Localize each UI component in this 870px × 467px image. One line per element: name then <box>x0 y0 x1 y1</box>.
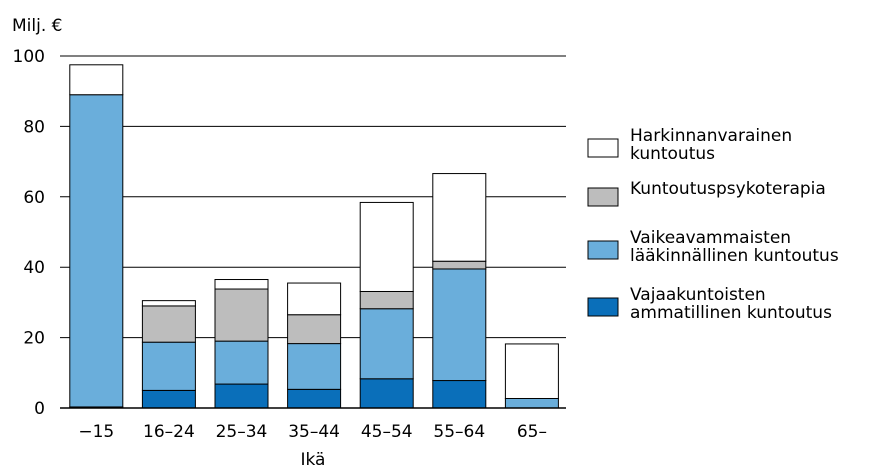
bar-segment <box>287 314 342 345</box>
bar-segment <box>359 290 414 310</box>
bar-segment <box>214 279 269 290</box>
bar-segment <box>214 383 269 409</box>
bar-segment <box>504 343 559 399</box>
bar-segment <box>214 340 269 385</box>
bar-segment <box>359 201 414 292</box>
legend-swatch <box>587 187 619 207</box>
bar-segment <box>69 94 124 408</box>
bar-segment <box>287 282 342 316</box>
bar-segment <box>432 268 487 382</box>
bar-segment <box>287 343 342 390</box>
legend-swatch <box>587 138 619 158</box>
bar-group <box>214 279 269 409</box>
bar-segment <box>432 260 487 270</box>
bar-segment <box>141 305 196 343</box>
axes: Milj. € 0 20 40 60 80 100 −15 16–24 25–34 35–44 45–… <box>12 16 566 467</box>
y-tick-label: 80 <box>23 117 45 137</box>
bar-segment <box>141 389 196 409</box>
y-tick-label: 0 <box>34 399 45 419</box>
bar-group <box>504 343 559 409</box>
bar-group <box>359 201 414 409</box>
bar-segment <box>359 378 414 409</box>
legend-label: Vajaakuntoisten <box>630 285 766 305</box>
bars <box>69 64 559 409</box>
legend-label: kuntoutus <box>630 144 715 164</box>
bar-group <box>141 300 196 409</box>
x-tick-label: 16–24 <box>143 422 195 442</box>
y-tick-label: 20 <box>23 329 45 349</box>
bar-segment <box>141 341 196 391</box>
bar-group <box>287 282 342 409</box>
x-tick-label: 35–44 <box>288 422 340 442</box>
x-tick-label: 55–64 <box>433 422 485 442</box>
x-tick-label: −15 <box>78 422 114 442</box>
legend-label: Kuntoutuspsykoterapia <box>630 179 826 199</box>
y-tick-label: 40 <box>23 258 45 278</box>
legend-swatch <box>587 297 619 317</box>
x-tick-label: 45–54 <box>361 422 413 442</box>
bar-segment <box>432 173 487 262</box>
bar-group <box>432 173 487 409</box>
bar-segment <box>141 300 196 307</box>
x-axis-label: Ikä <box>301 450 326 467</box>
bar-segment <box>69 64 124 96</box>
legend-label: lääkinnällinen kuntoutus <box>630 246 839 266</box>
bar-group <box>69 64 124 409</box>
y-tick-label: 100 <box>13 47 45 67</box>
legend-swatch <box>587 240 619 260</box>
bar-segment <box>359 308 414 380</box>
x-tick-label: 65– <box>517 422 547 442</box>
legend-item: Kuntoutuspsykoterapia <box>587 179 826 207</box>
y-tick-label: 60 <box>23 188 45 208</box>
legend-label: Vaikeavammaisten <box>630 228 791 248</box>
bar-segment <box>432 380 487 409</box>
x-tick-label: 25–34 <box>216 422 268 442</box>
legend-label: Harkinnanvarainen <box>630 126 792 146</box>
legend-label: ammatillinen kuntoutus <box>630 303 832 323</box>
bar-segment <box>504 397 559 409</box>
bar-segment <box>214 288 269 342</box>
bar-segment <box>287 388 342 409</box>
y-axis-label: Milj. € <box>12 16 62 36</box>
